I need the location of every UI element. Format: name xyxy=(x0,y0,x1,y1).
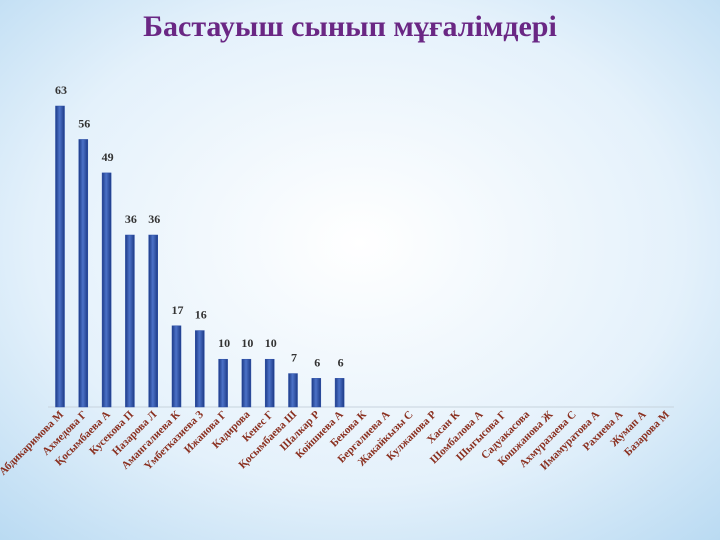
bar xyxy=(241,358,252,408)
value-label: 16 xyxy=(195,308,207,322)
bar xyxy=(288,373,298,408)
value-label: 10 xyxy=(265,336,277,350)
bar xyxy=(101,172,112,408)
bar xyxy=(311,378,322,408)
bar xyxy=(171,325,182,408)
bar xyxy=(125,234,135,408)
value-label: 56 xyxy=(78,116,90,130)
value-label: 10 xyxy=(218,336,230,350)
value-label: 7 xyxy=(291,351,297,365)
bar xyxy=(195,330,205,408)
value-label: 36 xyxy=(125,212,137,226)
bar xyxy=(264,358,275,408)
value-label: 6 xyxy=(338,355,344,369)
bar xyxy=(334,378,345,408)
value-label: 49 xyxy=(102,150,114,164)
chart-title: Бастауыш сынып мұғалімдері xyxy=(143,10,557,43)
value-label: 17 xyxy=(172,303,184,317)
value-label: 63 xyxy=(55,83,67,97)
value-label: 6 xyxy=(314,355,320,369)
bar xyxy=(78,139,89,408)
bar xyxy=(218,358,228,408)
value-label: 36 xyxy=(148,212,160,226)
value-label: 10 xyxy=(241,336,253,350)
bar xyxy=(55,105,65,408)
bar xyxy=(148,234,158,408)
